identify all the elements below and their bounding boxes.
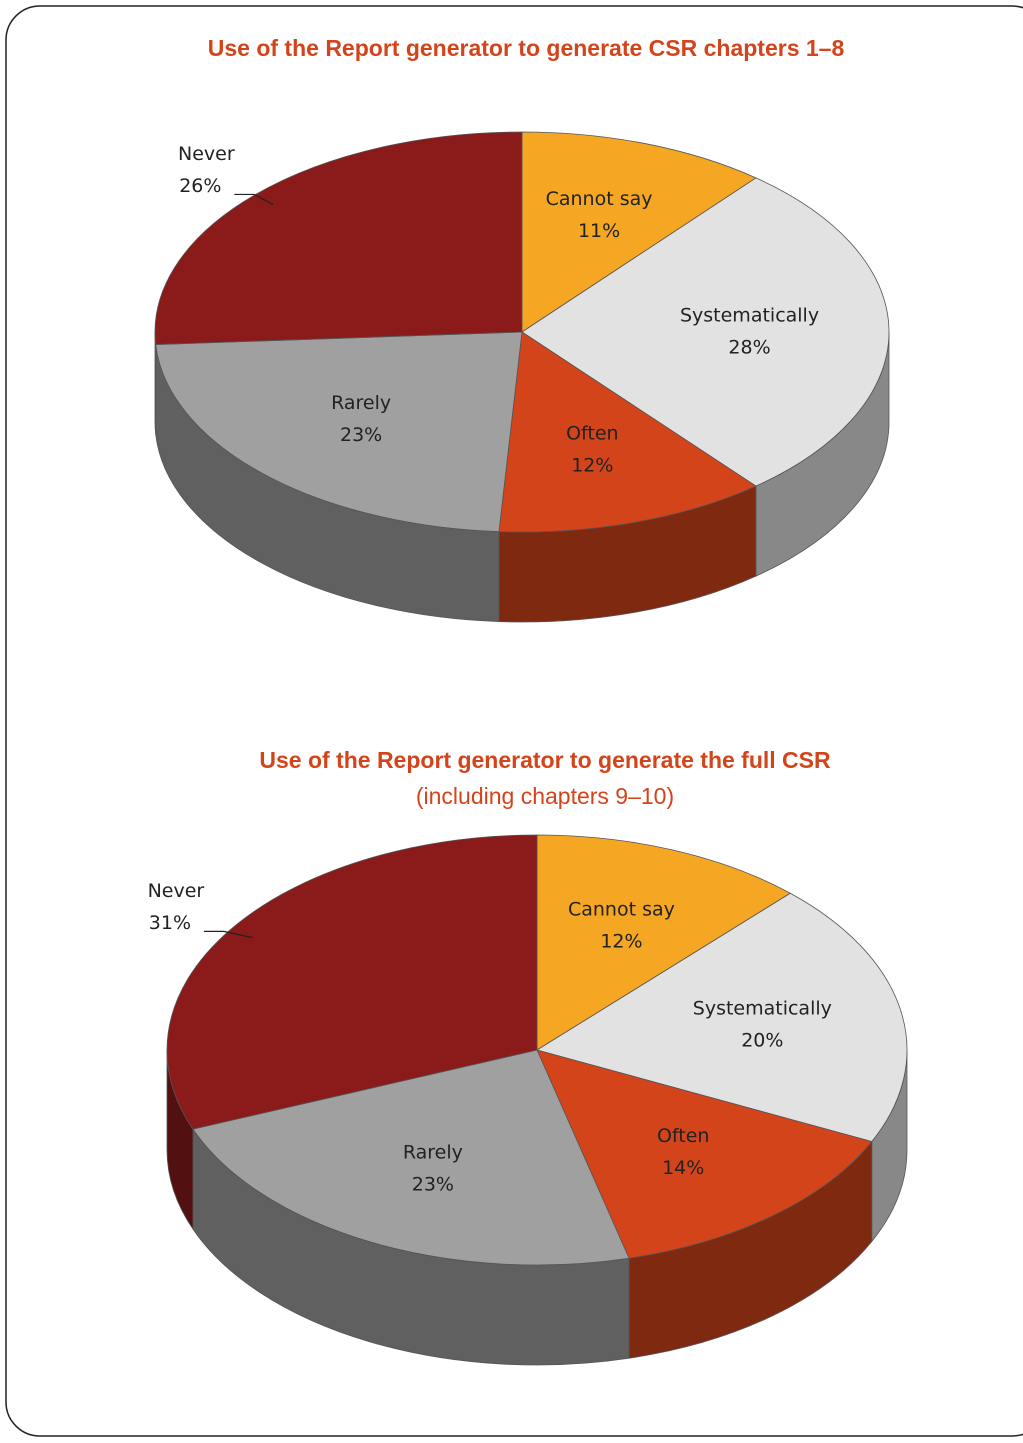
slice-label: Never [148,880,205,902]
pie-slice [521,177,890,487]
value-label: 23% [340,424,382,446]
value-label: 26% [179,175,221,197]
slice-label: Cannot say [568,899,675,921]
value-label: 12% [571,454,613,476]
pie-slice [166,834,538,1130]
pie-side [154,331,157,435]
value-label: 11% [578,220,620,242]
value-label: 23% [412,1173,454,1195]
pie-slice [498,331,757,533]
value-label: 31% [149,912,191,934]
value-label: 20% [741,1030,783,1052]
value-label: 28% [728,337,770,359]
pie-slice [155,331,523,533]
pie-slice [536,1049,873,1259]
leader-line [203,930,253,939]
slice-label: Cannot say [546,188,653,210]
leader-line [234,193,274,206]
value-label: 14% [662,1157,704,1179]
slice-label: Rarely [331,392,391,414]
slice-label: Never [178,143,235,165]
pie-slice [521,131,757,333]
slice-label: Often [657,1125,710,1147]
slice-label: Rarely [403,1141,463,1163]
pie-slice [192,1049,630,1266]
slice-label: Often [566,422,619,444]
chart-title: Use of the Report generator to generate … [208,35,845,61]
pie-slice [536,892,908,1142]
chart-title: Use of the Report generator to generate … [259,747,831,773]
value-label: 12% [600,931,642,953]
pie-slice [536,834,792,1051]
slice-label: Systematically [680,305,819,327]
chart-subtitle: (including chapters 9–10) [416,783,674,809]
slice-label: Systematically [693,998,832,1020]
